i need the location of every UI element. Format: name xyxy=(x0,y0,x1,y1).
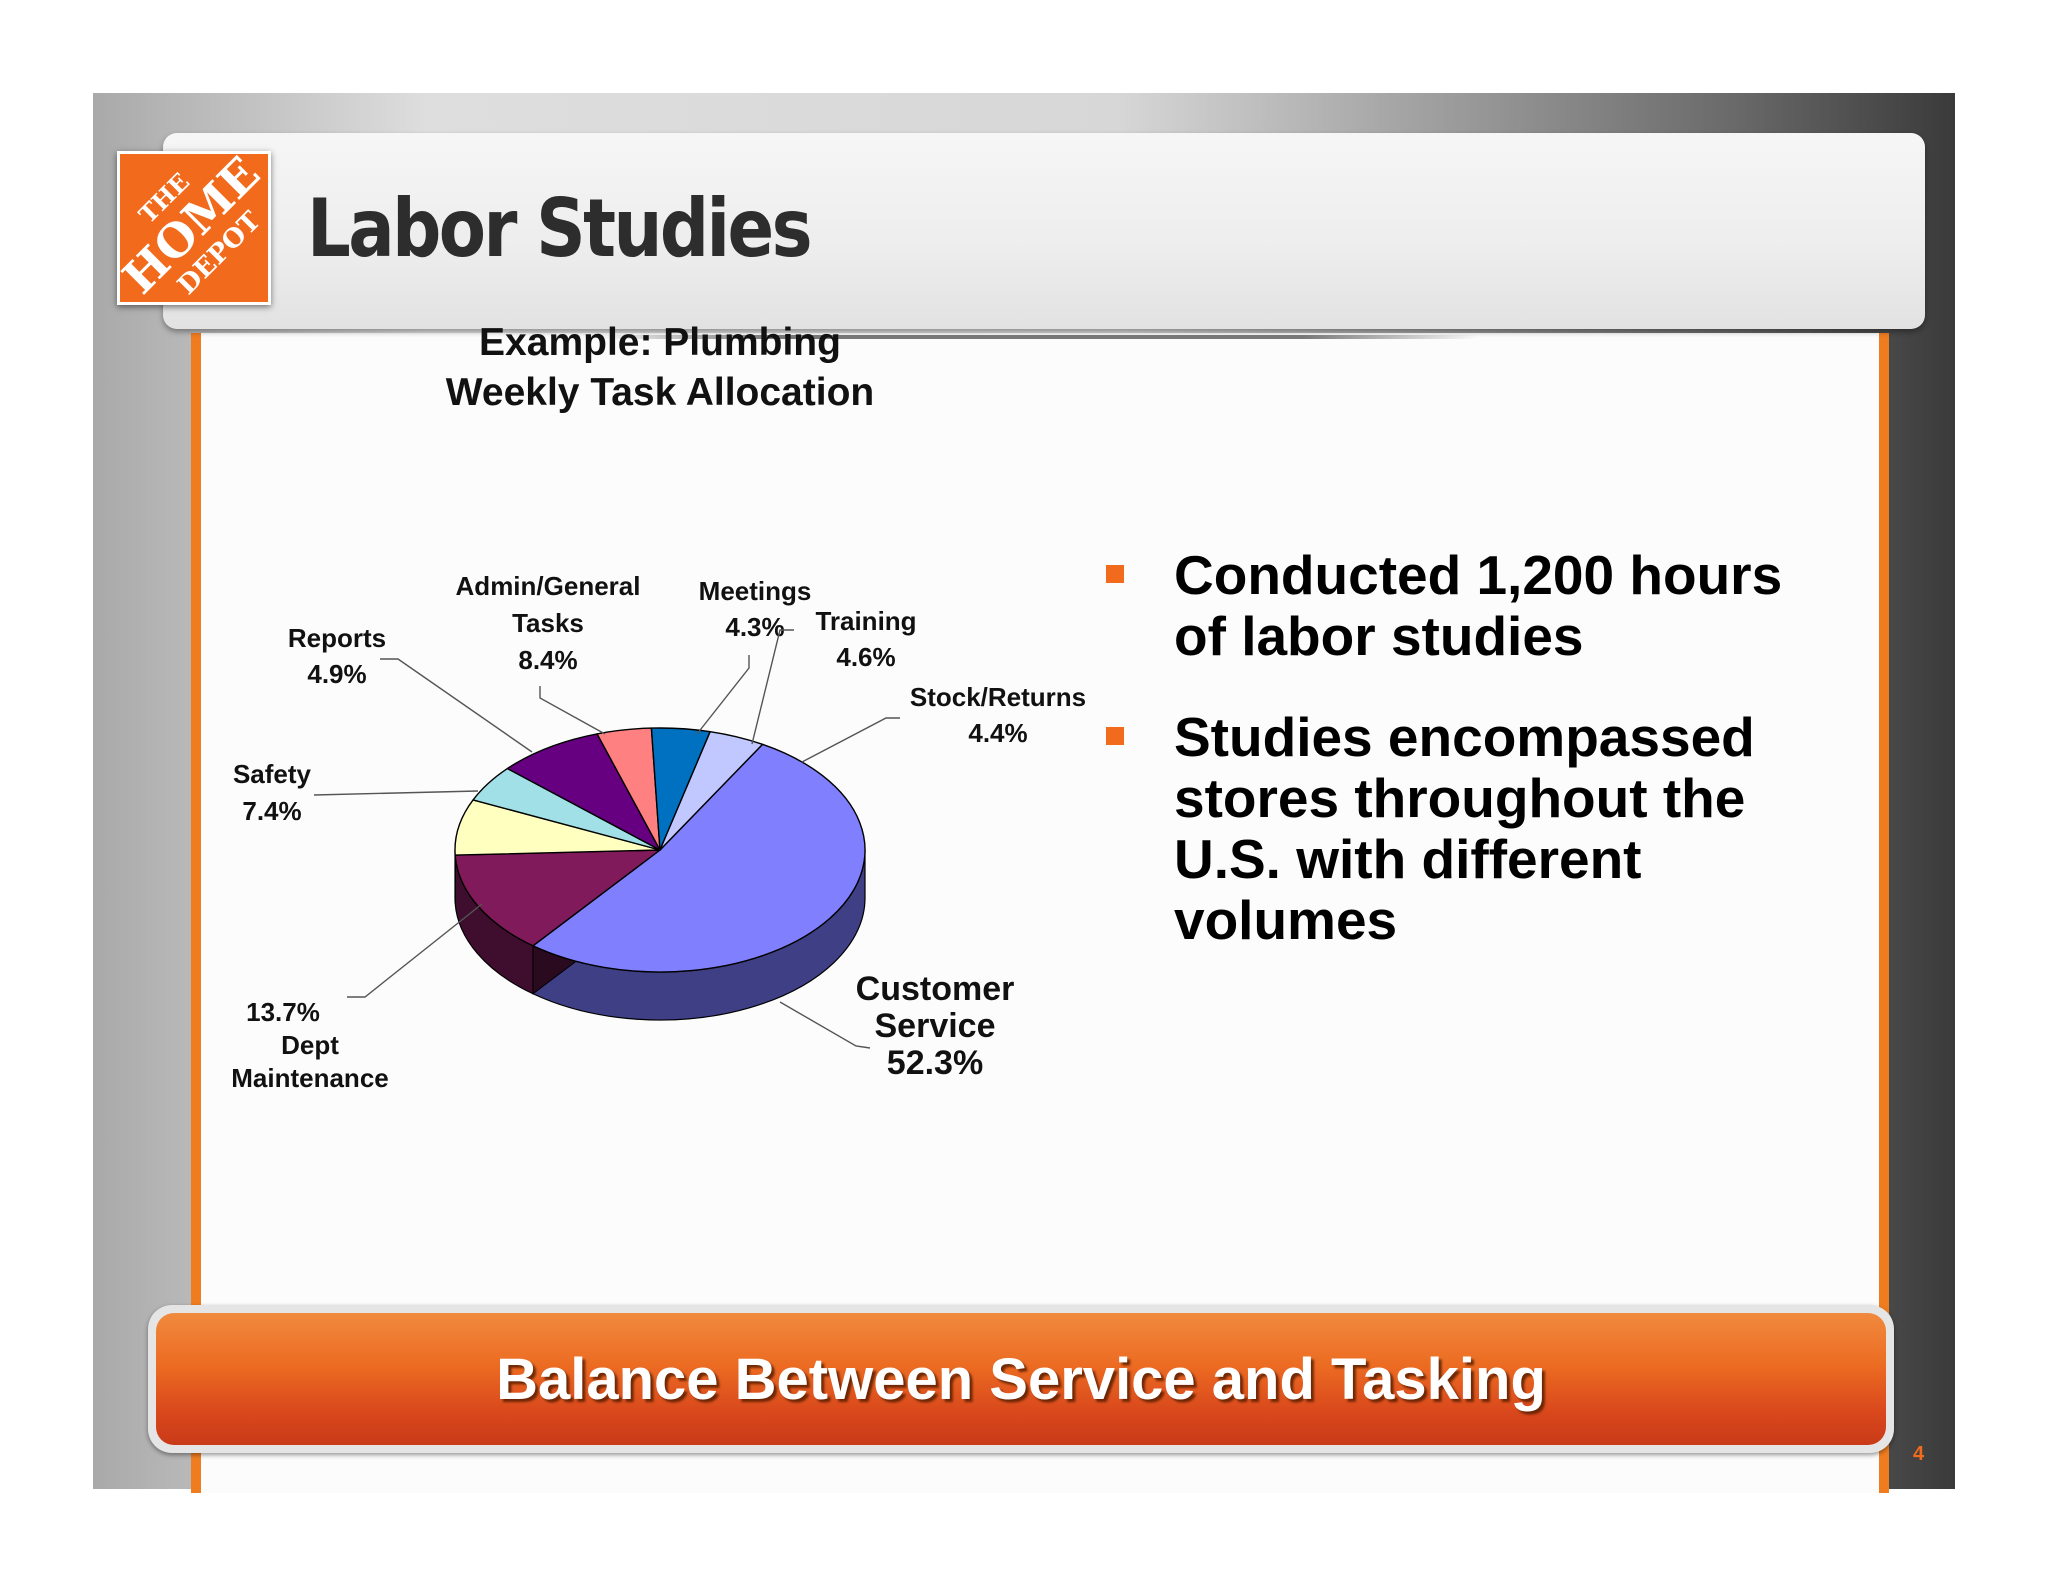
page-title: Labor Studies xyxy=(307,182,813,275)
logo-mark-icon: THE HOME DEPOT xyxy=(120,154,268,302)
chart-title: Example: Plumbing Weekly Task Allocation xyxy=(360,318,960,418)
pie-slice-admin-general-tasks xyxy=(506,733,661,851)
page-number: 4 xyxy=(1913,1443,1925,1465)
leader-line-customer-service xyxy=(779,1001,871,1049)
data-label-safety: Safety 7.4% xyxy=(233,759,312,826)
leader-line-dept-maintenance xyxy=(347,903,483,998)
bullet-text: Studies encompassed stores throughout th… xyxy=(1174,706,1755,951)
bullet-square-icon xyxy=(1106,727,1124,745)
data-label-stock-returns: Stock/Returns 4.4% xyxy=(910,682,1086,748)
leader-line-meetings xyxy=(696,655,750,735)
header-bar xyxy=(163,133,1925,329)
bullet-list: Conducted 1,200 hours of labor studies S… xyxy=(1106,545,1826,991)
data-label-dept-maintenance: 13.7% Dept Maintenance xyxy=(231,997,389,1093)
leader-line-training xyxy=(751,629,794,745)
bullet-item: Conducted 1,200 hours of labor studies xyxy=(1106,545,1826,667)
header-divider xyxy=(598,335,1478,339)
data-label-reports: Reports 4.9% xyxy=(288,623,386,689)
bullet-item: Studies encompassed stores throughout th… xyxy=(1106,707,1826,951)
pie-slice-customer-service xyxy=(532,743,866,973)
pie-slice-dept-maintenance xyxy=(454,849,661,947)
data-label-admin-general-tasks: Admin/General Tasks 8.4% xyxy=(456,571,641,675)
leader-line-safety xyxy=(313,790,479,796)
bullet-text: Conducted 1,200 hours of labor studies xyxy=(1174,544,1783,667)
bullet-square-icon xyxy=(1106,565,1124,583)
leader-line-admin-general-tasks xyxy=(539,686,606,735)
data-label-meetings: Meetings 4.3% xyxy=(699,576,812,642)
chart-title-line-2: Weekly Task Allocation xyxy=(445,371,875,414)
slide: THE HOME DEPOT Labor Studies 4 xyxy=(93,93,1955,1493)
home-depot-logo: THE HOME DEPOT xyxy=(117,151,271,305)
leader-line-stock-returns xyxy=(801,717,900,763)
leader-line-reports xyxy=(380,658,533,753)
chart-title-line-1: Example: Plumbing xyxy=(479,321,841,364)
pie-slice-stock-returns xyxy=(659,731,764,851)
data-label-training: Training 4.6% xyxy=(815,606,916,672)
data-label-customer-service: Customer Service 52.3% xyxy=(856,970,1015,1082)
